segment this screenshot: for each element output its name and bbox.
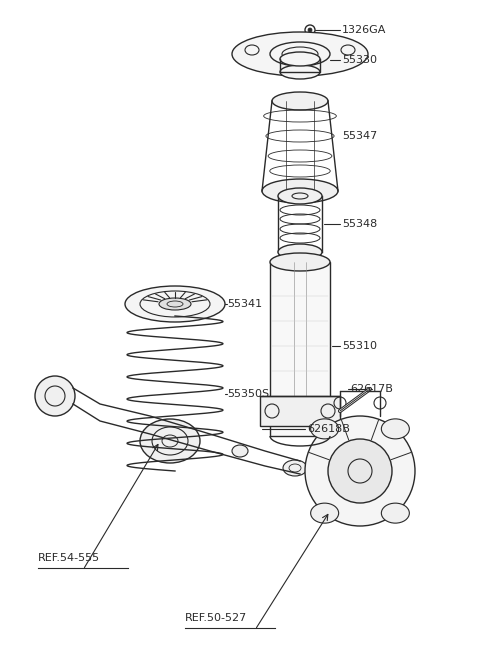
Ellipse shape — [292, 193, 308, 199]
Text: 1326GA: 1326GA — [342, 25, 386, 35]
Ellipse shape — [280, 52, 320, 66]
Ellipse shape — [311, 503, 339, 523]
Ellipse shape — [308, 28, 312, 32]
Ellipse shape — [270, 253, 330, 271]
Ellipse shape — [278, 244, 322, 260]
Ellipse shape — [311, 419, 339, 439]
Ellipse shape — [262, 179, 338, 203]
Ellipse shape — [272, 92, 328, 110]
Ellipse shape — [159, 298, 191, 310]
Ellipse shape — [305, 416, 415, 526]
Text: REF.50-527: REF.50-527 — [185, 613, 247, 623]
Ellipse shape — [282, 47, 318, 61]
Ellipse shape — [270, 42, 330, 66]
Ellipse shape — [341, 45, 355, 55]
Ellipse shape — [140, 419, 200, 463]
Bar — [270, 262, 330, 436]
Ellipse shape — [381, 419, 409, 439]
Text: 55330: 55330 — [342, 55, 377, 65]
Ellipse shape — [245, 45, 259, 55]
Ellipse shape — [278, 188, 322, 204]
Text: 55347: 55347 — [342, 131, 377, 141]
Bar — [260, 396, 340, 426]
Ellipse shape — [283, 460, 307, 476]
Text: 55350S: 55350S — [227, 389, 269, 399]
Text: 62618B: 62618B — [307, 424, 350, 434]
Ellipse shape — [280, 65, 320, 79]
Text: 55341: 55341 — [227, 299, 262, 309]
Ellipse shape — [381, 503, 409, 523]
Ellipse shape — [232, 32, 368, 76]
Ellipse shape — [125, 286, 225, 322]
Ellipse shape — [328, 439, 392, 503]
Text: 55348: 55348 — [342, 219, 377, 229]
Text: REF.54-555: REF.54-555 — [38, 553, 100, 563]
Ellipse shape — [35, 376, 75, 416]
Text: 55310: 55310 — [342, 341, 377, 351]
Text: 62617B: 62617B — [350, 384, 393, 394]
Ellipse shape — [232, 445, 248, 457]
